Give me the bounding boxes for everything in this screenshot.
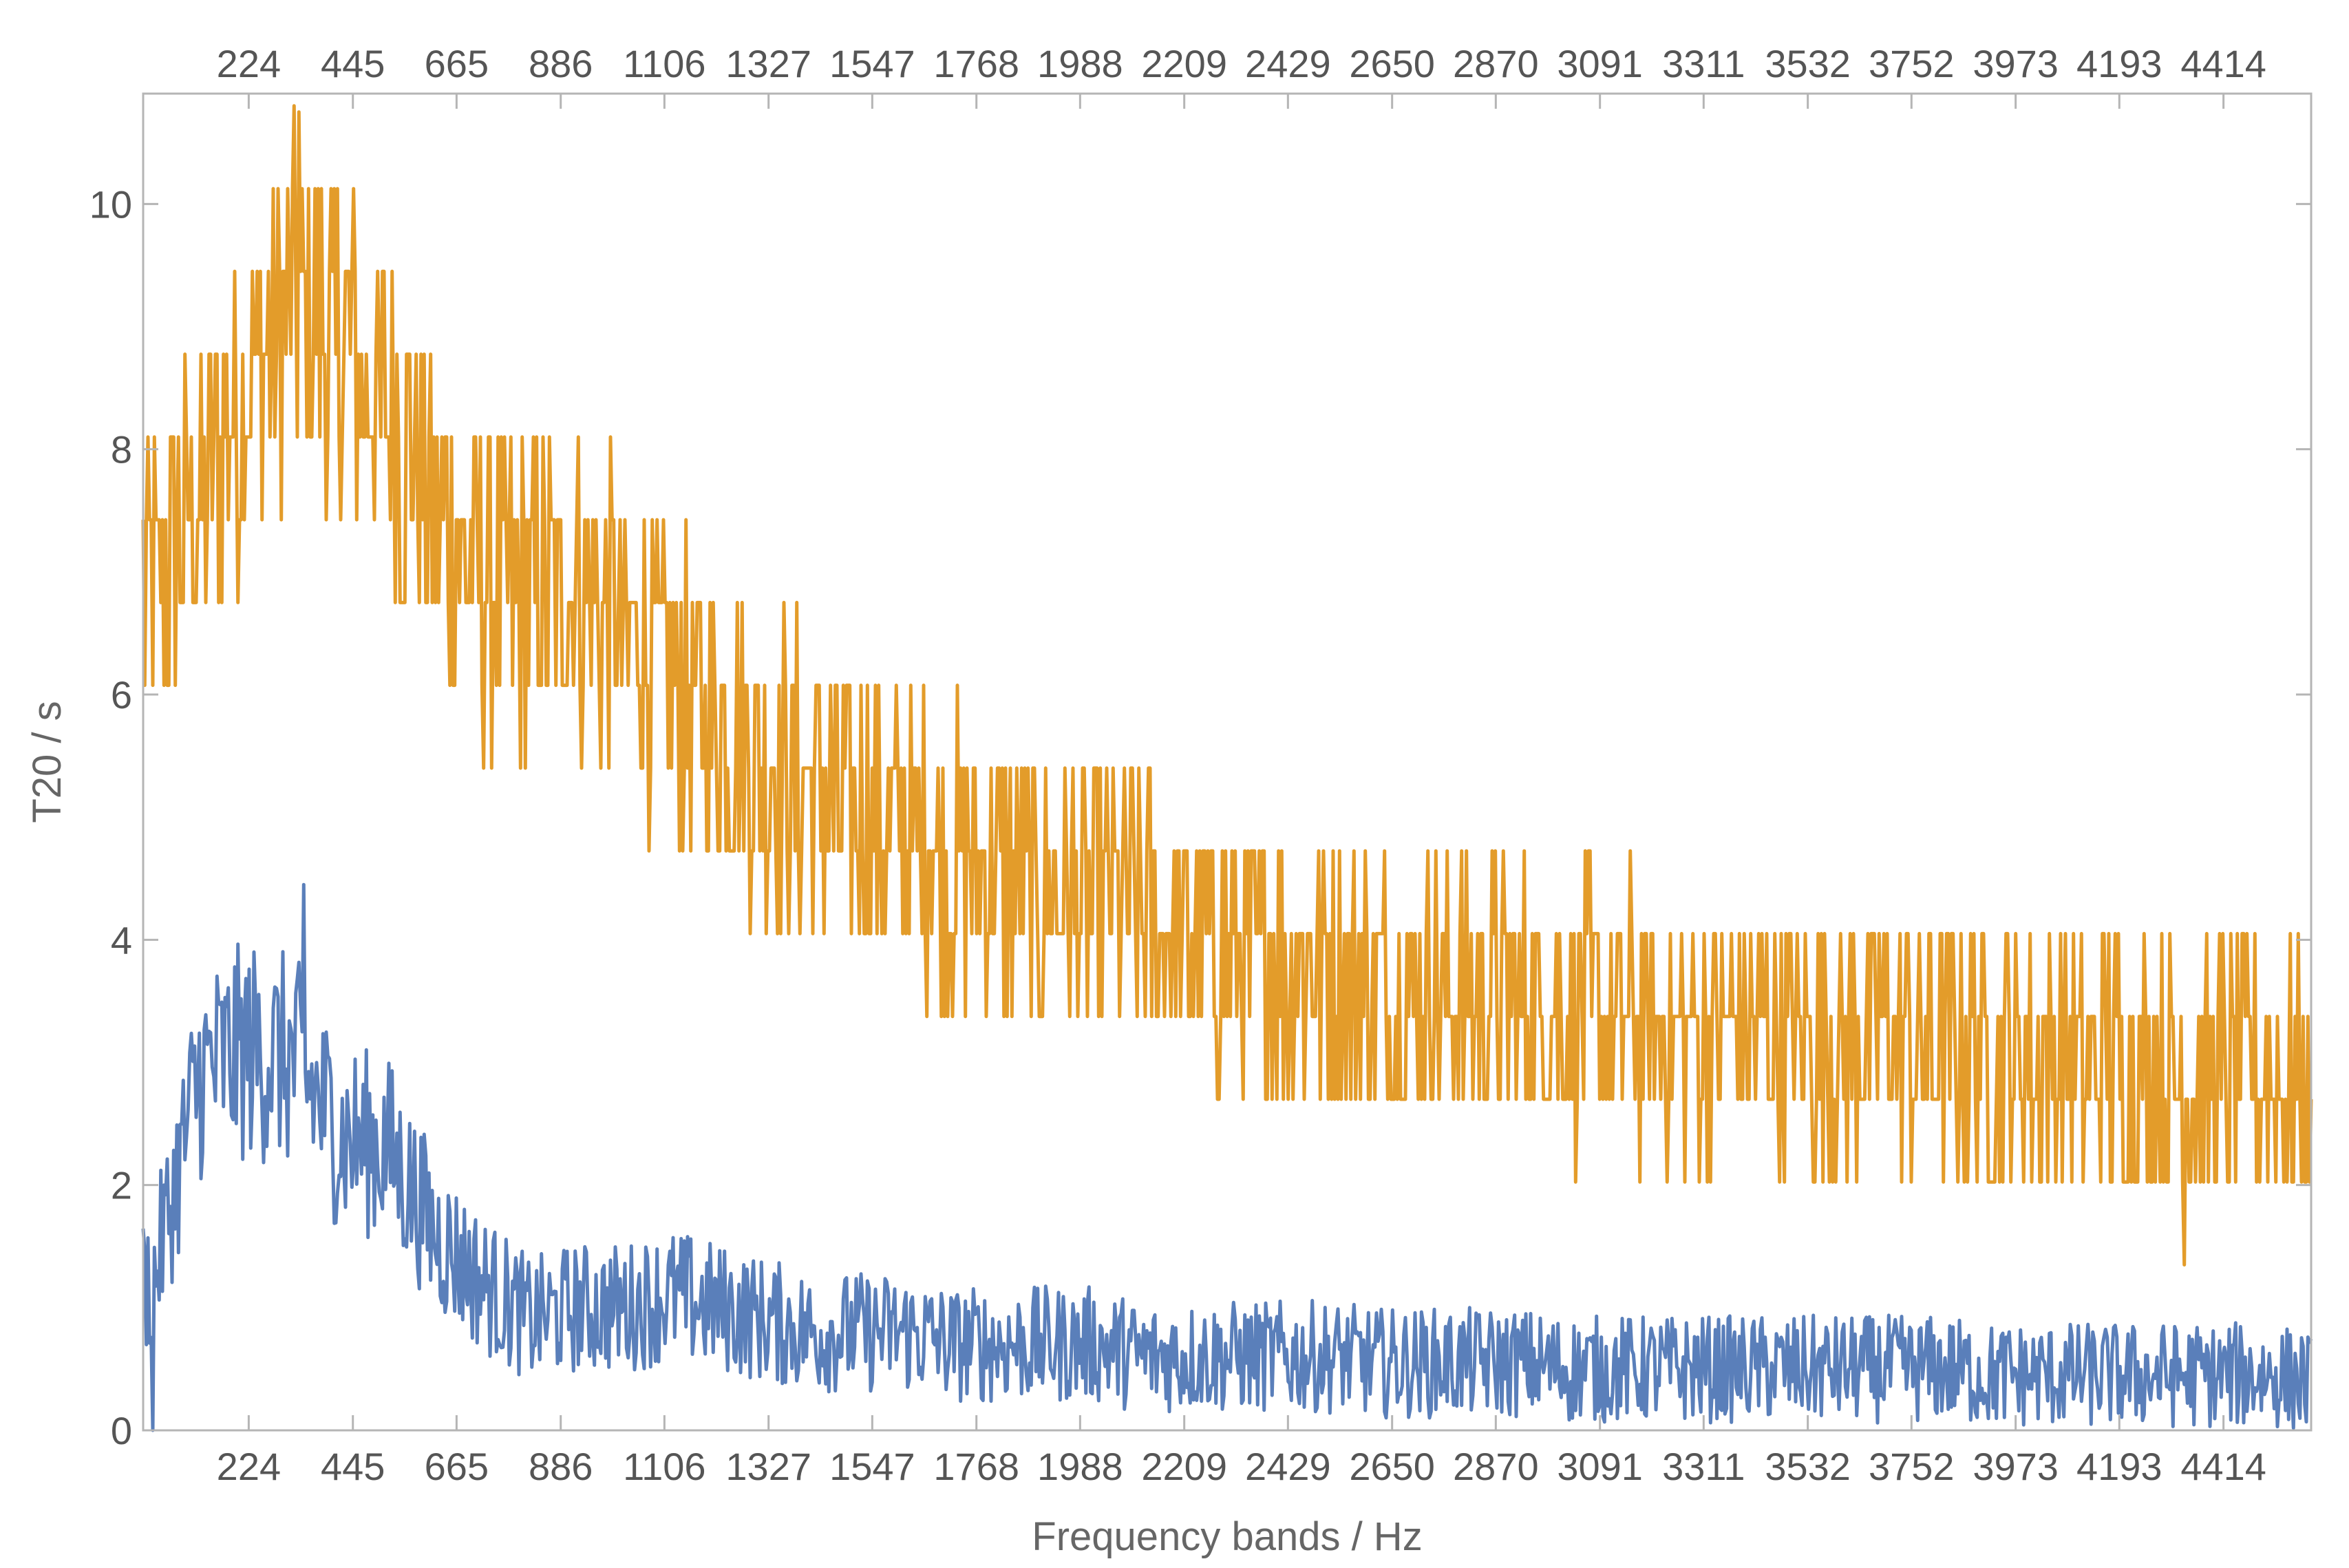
x-tick-label-bottom: 2870 bbox=[1453, 1445, 1539, 1488]
x-tick-label-bottom: 1988 bbox=[1037, 1445, 1123, 1488]
x-tick-label-bottom: 445 bbox=[321, 1445, 385, 1488]
y-tick-label: 0 bbox=[111, 1409, 132, 1452]
x-tick-label-top: 1988 bbox=[1037, 42, 1123, 85]
x-tick-label-bottom: 224 bbox=[217, 1445, 281, 1488]
x-tick-label-bottom: 665 bbox=[425, 1445, 489, 1488]
x-tick-label-top: 3532 bbox=[1765, 42, 1851, 85]
y-tick-label: 6 bbox=[111, 673, 132, 717]
y-tick-label: 4 bbox=[111, 918, 132, 962]
y-axis-title: T20 / s bbox=[25, 701, 70, 823]
x-tick-label-top: 1768 bbox=[933, 42, 1019, 85]
x-tick-label-bottom: 2209 bbox=[1141, 1445, 1227, 1488]
x-tick-label-bottom: 3973 bbox=[1973, 1445, 2059, 1488]
x-tick-label-top: 2870 bbox=[1453, 42, 1539, 85]
x-tick-label-top: 3752 bbox=[1869, 42, 1955, 85]
x-tick-label-bottom: 4193 bbox=[2076, 1445, 2162, 1488]
x-tick-label-bottom: 3532 bbox=[1765, 1445, 1851, 1488]
x-tick-label-top: 3091 bbox=[1557, 42, 1643, 85]
x-tick-label-bottom: 2650 bbox=[1349, 1445, 1435, 1488]
x-tick-label-bottom: 3091 bbox=[1557, 1445, 1643, 1488]
x-tick-label-top: 665 bbox=[425, 42, 489, 85]
x-tick-label-top: 4414 bbox=[2180, 42, 2266, 85]
x-tick-label-top: 1327 bbox=[725, 42, 811, 85]
plot-frame bbox=[142, 92, 2313, 1432]
x-tick-label-bottom: 4414 bbox=[2180, 1445, 2266, 1488]
y-tick-label: 2 bbox=[111, 1164, 132, 1207]
x-tick-label-top: 1106 bbox=[623, 42, 705, 85]
series-layer bbox=[141, 104, 2313, 1432]
series-line-2 bbox=[141, 882, 2313, 1432]
tick-layer: 224 224 445 445 665 665 886 886 1106 1106 1327 1327… bbox=[89, 42, 2311, 1488]
x-tick-label-top: 445 bbox=[321, 42, 385, 85]
x-tick-label-top: 2650 bbox=[1349, 42, 1435, 85]
y-tick-label: 8 bbox=[111, 428, 132, 472]
x-tick-label-bottom: 3311 bbox=[1662, 1445, 1745, 1488]
x-tick-label-bottom: 2429 bbox=[1245, 1445, 1331, 1488]
x-tick-label-top: 1547 bbox=[829, 42, 915, 85]
x-tick-label-bottom: 886 bbox=[529, 1445, 593, 1488]
x-tick-label-bottom: 1327 bbox=[725, 1445, 811, 1488]
x-tick-label-top: 2209 bbox=[1141, 42, 1227, 85]
x-tick-label-bottom: 1547 bbox=[829, 1445, 915, 1488]
x-tick-label-top: 4193 bbox=[2076, 42, 2162, 85]
x-tick-label-top: 3973 bbox=[1973, 42, 2059, 85]
x-axis-title: Frequency bands / Hz bbox=[1032, 1514, 1422, 1559]
x-tick-label-top: 3311 bbox=[1662, 42, 1745, 85]
series-line-1 bbox=[141, 104, 2313, 1267]
x-tick-label-bottom: 1106 bbox=[623, 1445, 705, 1488]
x-tick-label-bottom: 3752 bbox=[1869, 1445, 1955, 1488]
x-tick-label-top: 886 bbox=[529, 42, 593, 85]
y-tick-label: 10 bbox=[89, 182, 132, 226]
x-tick-label-top: 224 bbox=[217, 42, 281, 85]
x-tick-label-top: 2429 bbox=[1245, 42, 1331, 85]
x-tick-label-bottom: 1768 bbox=[933, 1445, 1019, 1488]
